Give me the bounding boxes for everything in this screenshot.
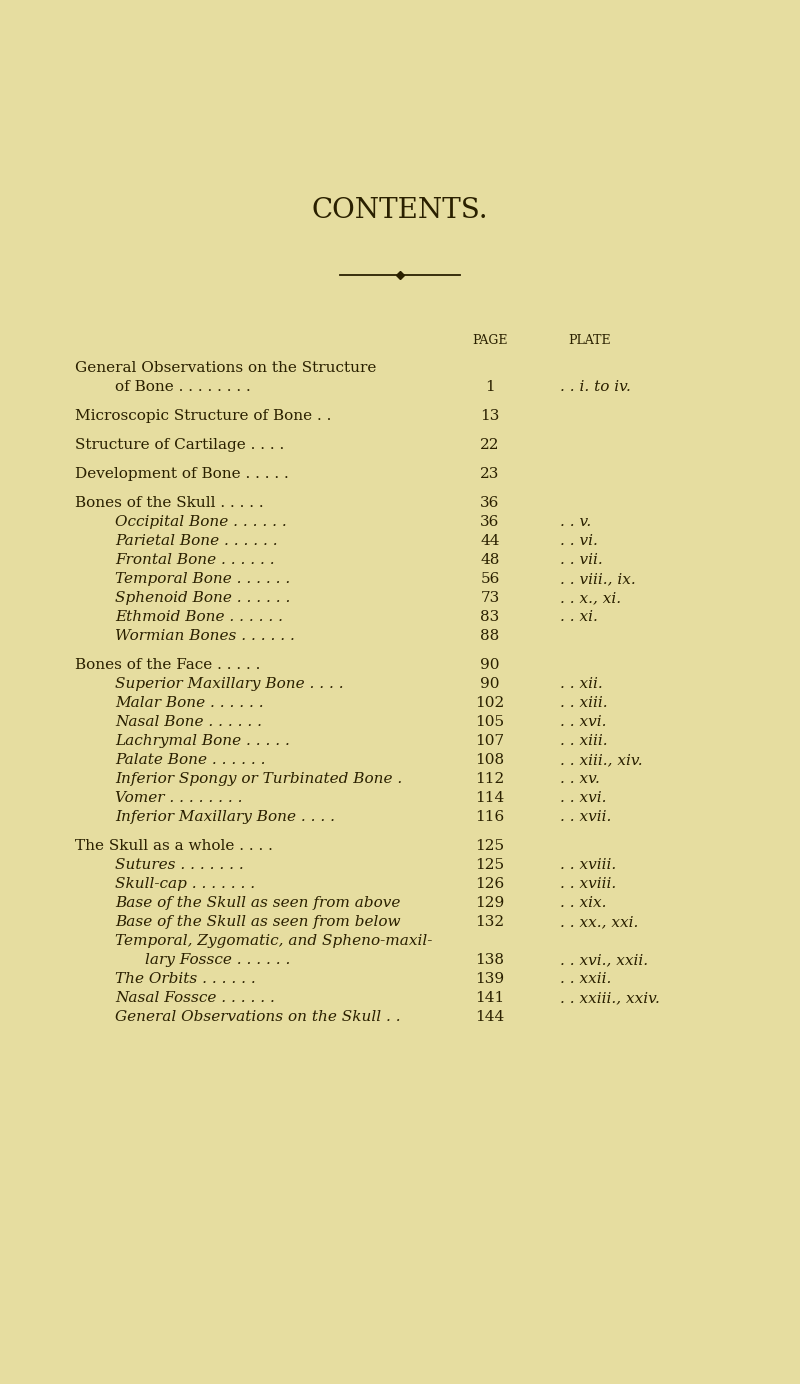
- Text: 22: 22: [480, 437, 500, 453]
- Text: 112: 112: [475, 772, 505, 786]
- Text: Sutures . . . . . . .: Sutures . . . . . . .: [115, 858, 244, 872]
- Text: General Observations on the Skull . .: General Observations on the Skull . .: [115, 1010, 401, 1024]
- Text: 107: 107: [475, 734, 505, 747]
- Text: . . vi.: . . vi.: [560, 534, 598, 548]
- Text: The Orbits . . . . . .: The Orbits . . . . . .: [115, 972, 256, 985]
- Text: 125: 125: [475, 858, 505, 872]
- Text: Superior Maxillary Bone . . . .: Superior Maxillary Bone . . . .: [115, 677, 344, 691]
- Text: . . xix.: . . xix.: [560, 895, 606, 911]
- Text: . . xiii.: . . xiii.: [560, 696, 608, 710]
- Text: . . xvi., xxii.: . . xvi., xxii.: [560, 954, 648, 967]
- Text: 102: 102: [475, 696, 505, 710]
- Text: Microscopic Structure of Bone . .: Microscopic Structure of Bone . .: [75, 410, 331, 424]
- Text: Ethmoid Bone . . . . . .: Ethmoid Bone . . . . . .: [115, 610, 283, 624]
- Text: 108: 108: [475, 753, 505, 767]
- Text: . . xiii.: . . xiii.: [560, 734, 608, 747]
- Text: 141: 141: [475, 991, 505, 1005]
- Text: . . xv.: . . xv.: [560, 772, 600, 786]
- Text: 105: 105: [475, 716, 505, 729]
- Text: . . xi.: . . xi.: [560, 610, 598, 624]
- Text: Bones of the Face . . . . .: Bones of the Face . . . . .: [75, 657, 260, 673]
- Text: . . xiii., xiv.: . . xiii., xiv.: [560, 753, 642, 767]
- Text: PAGE: PAGE: [472, 334, 508, 346]
- Text: . . xxiii., xxiv.: . . xxiii., xxiv.: [560, 991, 660, 1005]
- Text: Nasal Fossce . . . . . .: Nasal Fossce . . . . . .: [115, 991, 275, 1005]
- Text: . . i. to iv.: . . i. to iv.: [560, 381, 631, 394]
- Text: 139: 139: [475, 972, 505, 985]
- Text: . . xvi.: . . xvi.: [560, 792, 606, 805]
- Text: 1: 1: [485, 381, 495, 394]
- Text: 132: 132: [475, 915, 505, 929]
- Text: Structure of Cartilage . . . .: Structure of Cartilage . . . .: [75, 437, 284, 453]
- Text: Skull-cap . . . . . . .: Skull-cap . . . . . . .: [115, 877, 255, 891]
- Text: Lachrymal Bone . . . . .: Lachrymal Bone . . . . .: [115, 734, 290, 747]
- Text: . . xviii.: . . xviii.: [560, 858, 616, 872]
- Text: . . vii.: . . vii.: [560, 554, 602, 567]
- Text: General Observations on the Structure: General Observations on the Structure: [75, 361, 376, 375]
- Text: Parietal Bone . . . . . .: Parietal Bone . . . . . .: [115, 534, 278, 548]
- Text: Sphenoid Bone . . . . . .: Sphenoid Bone . . . . . .: [115, 591, 290, 605]
- Text: lary Fossce . . . . . .: lary Fossce . . . . . .: [145, 954, 290, 967]
- Text: Inferior Spongy or Turbinated Bone .: Inferior Spongy or Turbinated Bone .: [115, 772, 402, 786]
- Text: CONTENTS.: CONTENTS.: [312, 197, 488, 223]
- Text: . . viii., ix.: . . viii., ix.: [560, 572, 636, 585]
- Text: Nasal Bone . . . . . .: Nasal Bone . . . . . .: [115, 716, 262, 729]
- Text: Temporal, Zygomatic, and Spheno-maxil-: Temporal, Zygomatic, and Spheno-maxil-: [115, 934, 432, 948]
- Text: Frontal Bone . . . . . .: Frontal Bone . . . . . .: [115, 554, 274, 567]
- Text: . . xxii.: . . xxii.: [560, 972, 611, 985]
- Text: Wormian Bones . . . . . .: Wormian Bones . . . . . .: [115, 628, 295, 644]
- Text: 56: 56: [480, 572, 500, 585]
- Text: 129: 129: [475, 895, 505, 911]
- Text: Base of the Skull as seen from above: Base of the Skull as seen from above: [115, 895, 400, 911]
- Text: 48: 48: [480, 554, 500, 567]
- Text: PLATE: PLATE: [569, 334, 611, 346]
- Text: Occipital Bone . . . . . .: Occipital Bone . . . . . .: [115, 515, 286, 529]
- Text: Development of Bone . . . . .: Development of Bone . . . . .: [75, 466, 289, 482]
- Text: Vomer . . . . . . . .: Vomer . . . . . . . .: [115, 792, 242, 805]
- Text: 23: 23: [480, 466, 500, 482]
- Text: 90: 90: [480, 657, 500, 673]
- Text: 116: 116: [475, 810, 505, 823]
- Text: . . xx., xxi.: . . xx., xxi.: [560, 915, 638, 929]
- Text: Palate Bone . . . . . .: Palate Bone . . . . . .: [115, 753, 266, 767]
- Text: Temporal Bone . . . . . .: Temporal Bone . . . . . .: [115, 572, 290, 585]
- Text: Inferior Maxillary Bone . . . .: Inferior Maxillary Bone . . . .: [115, 810, 335, 823]
- Text: . . xviii.: . . xviii.: [560, 877, 616, 891]
- Text: Bones of the Skull . . . . .: Bones of the Skull . . . . .: [75, 495, 264, 509]
- Text: 36: 36: [480, 495, 500, 509]
- Text: 36: 36: [480, 515, 500, 529]
- Text: Malar Bone . . . . . .: Malar Bone . . . . . .: [115, 696, 264, 710]
- Text: . . x., xi.: . . x., xi.: [560, 591, 621, 605]
- Text: 44: 44: [480, 534, 500, 548]
- Text: . . xvi.: . . xvi.: [560, 716, 606, 729]
- Text: 83: 83: [480, 610, 500, 624]
- Text: 90: 90: [480, 677, 500, 691]
- Text: 114: 114: [475, 792, 505, 805]
- Text: . . xvii.: . . xvii.: [560, 810, 611, 823]
- Text: of Bone . . . . . . . .: of Bone . . . . . . . .: [115, 381, 250, 394]
- Text: 73: 73: [480, 591, 500, 605]
- Text: 125: 125: [475, 839, 505, 853]
- Text: 144: 144: [475, 1010, 505, 1024]
- Text: 126: 126: [475, 877, 505, 891]
- Text: 13: 13: [480, 410, 500, 424]
- Text: . . xii.: . . xii.: [560, 677, 602, 691]
- Text: Base of the Skull as seen from below: Base of the Skull as seen from below: [115, 915, 401, 929]
- Text: The Skull as a whole . . . .: The Skull as a whole . . . .: [75, 839, 273, 853]
- Text: . . v.: . . v.: [560, 515, 591, 529]
- Text: 138: 138: [475, 954, 505, 967]
- Text: 88: 88: [480, 628, 500, 644]
